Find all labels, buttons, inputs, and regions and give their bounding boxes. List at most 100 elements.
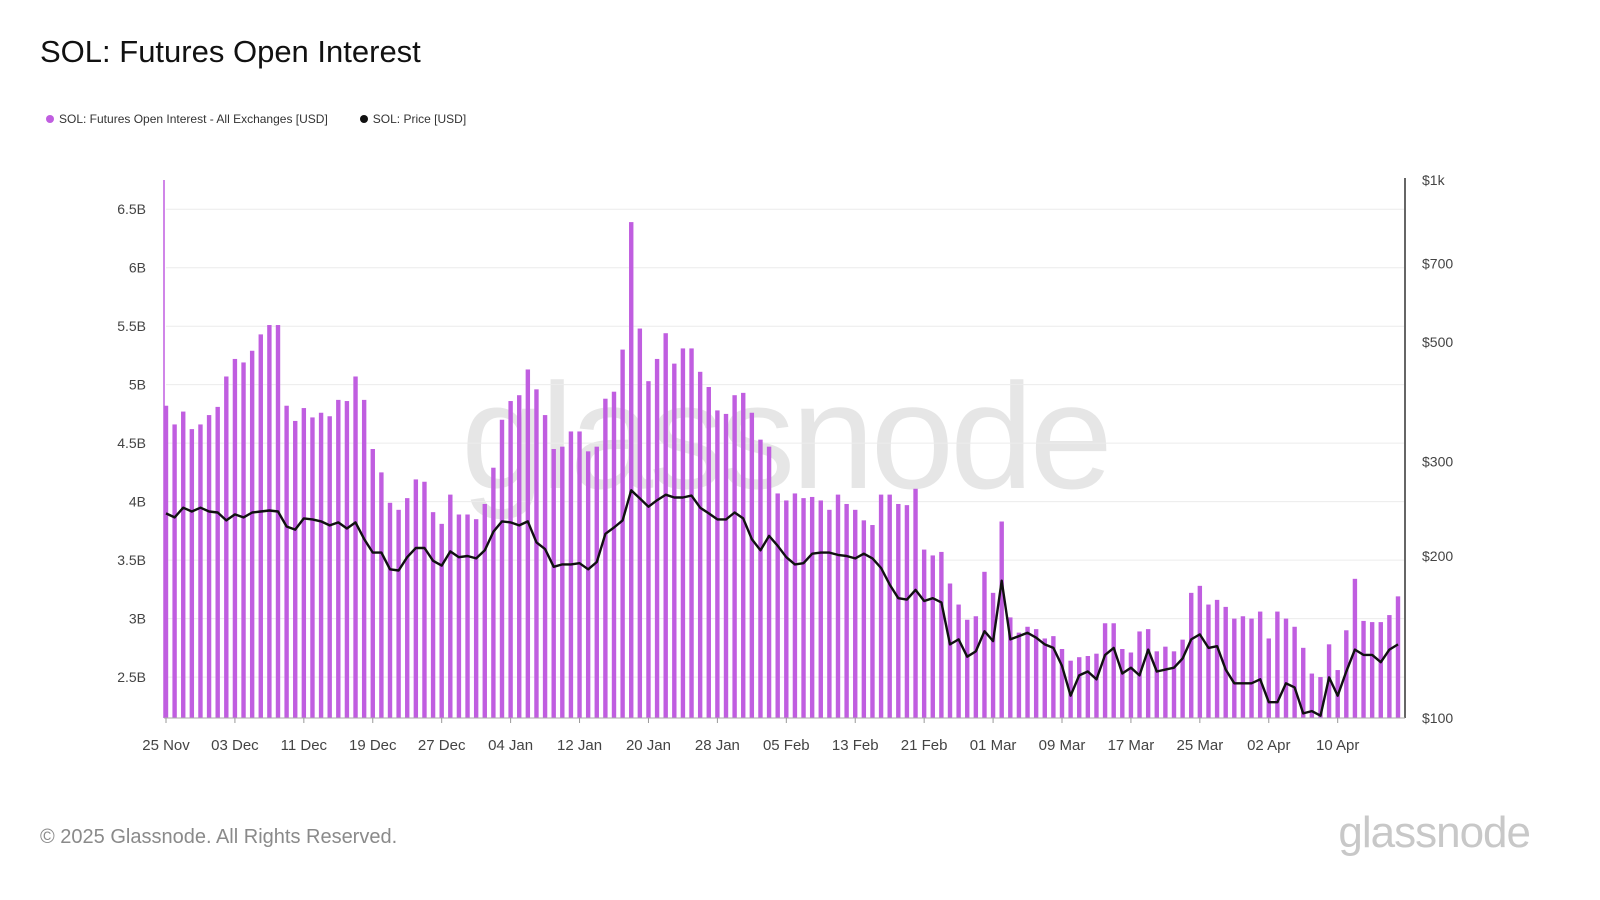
x-axis-labels: 25 Nov 03 Dec 11 Dec 19 Dec 27 Dec 04 Jan 12 J… xyxy=(142,718,1359,754)
oi-bar xyxy=(878,494,884,718)
oi-bar xyxy=(835,494,841,718)
oi-bar xyxy=(706,387,711,718)
oi-bar xyxy=(293,420,298,718)
legend-swatch-open-interest xyxy=(46,115,54,123)
x-tick-label: 09 Mar xyxy=(1039,737,1086,754)
x-tick-label: 13 Feb xyxy=(832,737,879,754)
oi-bar xyxy=(525,369,531,718)
oi-bar xyxy=(215,406,220,718)
oi-bar xyxy=(1318,677,1323,718)
oi-bar xyxy=(448,494,453,718)
x-tick-label: 27 Dec xyxy=(418,737,466,754)
oi-bar xyxy=(1275,611,1280,718)
x-tick-label: 25 Mar xyxy=(1177,737,1224,754)
oi-bar xyxy=(258,334,263,718)
oi-bar xyxy=(646,381,651,718)
oi-bar xyxy=(327,416,332,718)
legend-item-price[interactable]: SOL: Price [USD] xyxy=(359,112,466,126)
oi-bar xyxy=(792,493,798,718)
oi-bar xyxy=(603,398,608,718)
oi-bar xyxy=(439,523,444,718)
copyright-footer: © 2025 Glassnode. All Rights Reserved. xyxy=(40,826,398,848)
oi-bar xyxy=(1240,616,1246,718)
oi-bar xyxy=(1120,648,1125,718)
oi-bar xyxy=(1309,673,1315,718)
x-tick-label: 17 Mar xyxy=(1108,737,1155,754)
oi-bar xyxy=(318,412,324,718)
oi-bar xyxy=(990,592,996,718)
oi-bar xyxy=(275,325,281,718)
oi-bar xyxy=(723,413,729,718)
oi-bar xyxy=(482,503,487,718)
oi-bar xyxy=(267,325,272,718)
x-tick-label: 04 Jan xyxy=(488,737,533,754)
oi-bar xyxy=(672,363,677,718)
oi-bar xyxy=(361,399,367,718)
oi-bars xyxy=(163,222,1401,718)
oi-bar xyxy=(310,417,315,718)
y-tick-label: 6.5B xyxy=(117,201,146,217)
oi-bar xyxy=(189,429,195,718)
oi-bar xyxy=(611,391,617,718)
oi-bar xyxy=(904,505,910,718)
y-tick-label: 6B xyxy=(129,260,146,276)
oi-bar xyxy=(560,446,565,718)
oi-bar xyxy=(809,496,815,718)
oi-bar xyxy=(568,431,574,718)
oi-bar xyxy=(973,616,979,718)
oi-bar xyxy=(1232,618,1237,718)
oi-bar xyxy=(663,333,668,718)
oi-bar xyxy=(654,358,660,718)
oi-bar xyxy=(224,376,229,718)
legend-item-open-interest[interactable]: SOL: Futures Open Interest - All Exchang… xyxy=(46,112,328,126)
oi-bar xyxy=(1301,647,1306,718)
oi-bar xyxy=(982,571,987,718)
y2-tick-label: $700 xyxy=(1422,255,1453,271)
oi-bar xyxy=(499,419,505,718)
y-axis-right-labels: $100 $200 $300 $500 $700 $1k xyxy=(1422,172,1453,726)
oi-bar xyxy=(853,509,858,718)
oi-bar xyxy=(473,519,479,718)
y-tick-label: 5.5B xyxy=(117,318,146,334)
y-tick-label: 4B xyxy=(129,494,146,510)
oi-bar xyxy=(758,439,763,718)
x-tick-label: 25 Nov xyxy=(142,737,190,754)
oi-bar xyxy=(456,514,462,718)
x-tick-label: 21 Feb xyxy=(901,737,948,754)
oi-bar xyxy=(491,467,496,718)
oi-bar xyxy=(775,493,780,718)
oi-bar xyxy=(1085,656,1091,718)
oi-bar xyxy=(551,449,556,718)
y-tick-label: 5B xyxy=(129,377,146,393)
oi-bar xyxy=(732,395,737,718)
oi-bar xyxy=(896,503,901,718)
oi-bar xyxy=(542,415,548,718)
oi-bar xyxy=(1171,651,1177,718)
oi-bar xyxy=(1180,639,1185,718)
oi-bar xyxy=(379,472,384,718)
legend-label-open-interest: SOL: Futures Open Interest - All Exchang… xyxy=(59,112,328,126)
chart-title: SOL: Futures Open Interest xyxy=(40,34,421,69)
oi-bar xyxy=(1033,629,1039,718)
y2-tick-label: $200 xyxy=(1422,548,1453,564)
oi-bar xyxy=(585,451,591,718)
oi-bar xyxy=(387,502,393,718)
oi-bar xyxy=(1257,611,1263,718)
x-tick-label: 03 Dec xyxy=(211,737,259,754)
oi-bar xyxy=(430,512,436,718)
oi-bar xyxy=(870,525,875,718)
oi-bar xyxy=(594,446,599,718)
oi-bar xyxy=(1378,622,1383,718)
oi-bar xyxy=(861,520,867,718)
oi-bar xyxy=(956,604,961,718)
oi-bar xyxy=(1068,660,1073,718)
oi-bar xyxy=(1369,622,1375,718)
oi-bar xyxy=(534,389,539,718)
y-tick-label: 4.5B xyxy=(117,435,146,451)
oi-bar xyxy=(1008,617,1013,718)
oi-bar xyxy=(749,412,755,718)
x-tick-label: 11 Dec xyxy=(281,737,328,754)
x-tick-label: 12 Jan xyxy=(557,737,602,754)
oi-bar xyxy=(198,424,203,718)
